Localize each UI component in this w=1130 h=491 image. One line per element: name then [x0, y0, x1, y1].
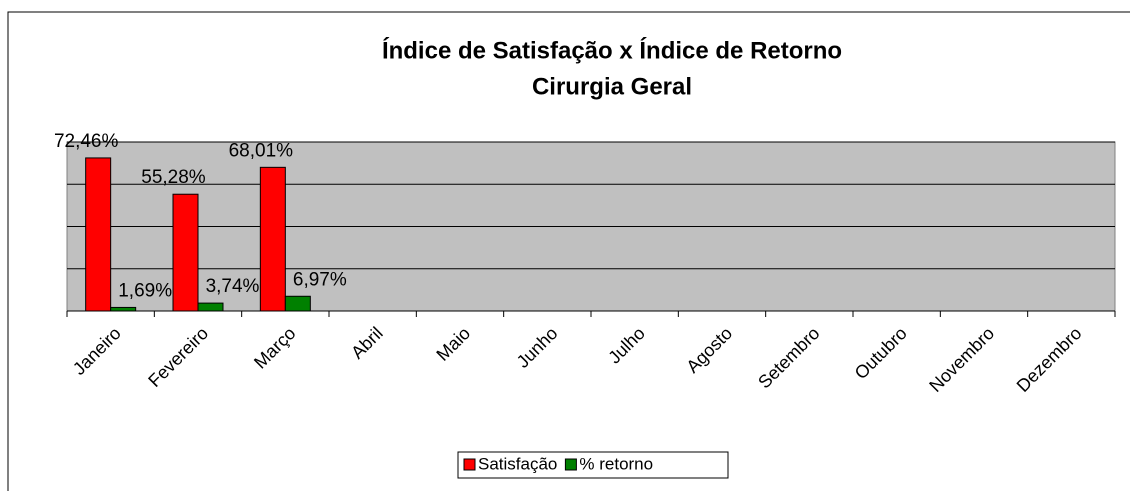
chart-title: Índice de Satisfação x Índice de Retorno	[382, 36, 842, 64]
chart-subtitle: Cirurgia Geral	[532, 73, 692, 100]
data-label: 6,97%	[293, 269, 347, 290]
legend-swatch	[564, 458, 577, 471]
bar	[197, 302, 224, 312]
data-label: 1,69%	[118, 280, 172, 301]
bar	[110, 306, 137, 312]
data-label: 55,28%	[141, 167, 206, 188]
legend-box	[457, 451, 729, 479]
legend-swatch	[463, 458, 476, 471]
bar	[259, 166, 286, 312]
bar	[284, 295, 311, 312]
data-label: 72,46%	[54, 131, 119, 152]
bar	[85, 157, 112, 312]
legend-label: Satisfação	[478, 454, 557, 473]
legend-label: % retorno	[579, 454, 653, 473]
bar	[172, 193, 199, 312]
data-label: 68,01%	[229, 140, 294, 161]
data-label: 3,74%	[206, 276, 260, 297]
